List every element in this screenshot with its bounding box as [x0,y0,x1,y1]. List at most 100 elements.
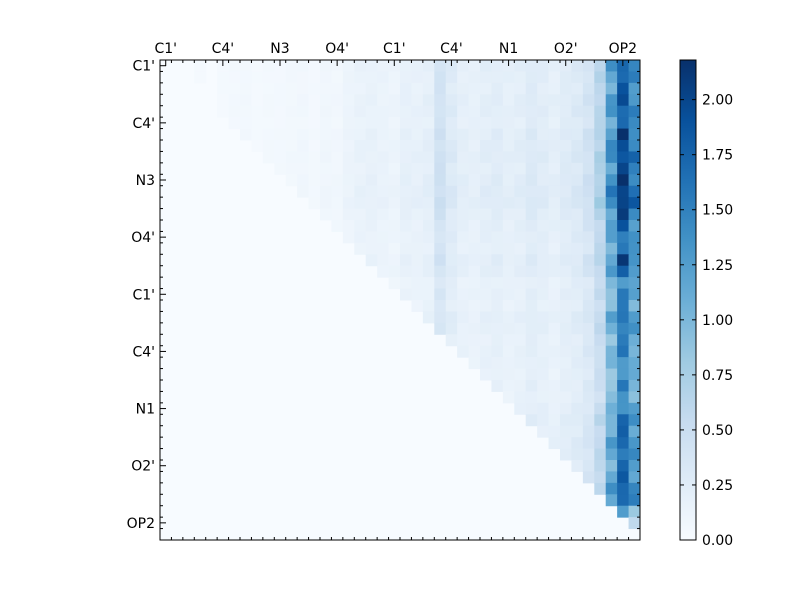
heatmap-cell [388,265,401,278]
heatmap-cell [571,242,584,255]
heatmap-cell [514,265,527,278]
heatmap-cell [548,311,561,324]
heatmap-cell [365,231,378,244]
heatmap-cell [411,242,424,255]
heatmap-cell [445,105,458,118]
heatmap-cell [434,288,447,301]
heatmap-cell [491,242,504,255]
heatmap-cell [594,140,607,152]
heatmap-cell [194,71,207,84]
heatmap-cell [605,334,618,347]
heatmap-cell [548,380,561,392]
heatmap-cell [457,220,470,232]
heatmap-cell [434,105,447,118]
heatmap-cell [457,254,470,267]
heatmap-cell [605,151,618,164]
heatmap-cell [605,311,618,324]
heatmap-cell [240,60,252,72]
heatmap-cell [468,357,481,370]
heatmap-cell [502,117,515,130]
heatmap-cell [285,60,298,72]
heatmap-cell [514,151,527,164]
heatmap-cell [422,94,435,107]
heatmap-cell [571,380,584,392]
heatmap-cell [228,117,241,130]
heatmap-cell [537,277,550,290]
heatmap-cell [514,242,527,255]
heatmap-cell [388,174,401,187]
heatmap-cell [628,425,641,438]
heatmap-cell [480,140,492,152]
heatmap-cell [537,71,550,84]
heatmap-cell [491,71,504,84]
heatmap-cell [514,288,527,301]
heatmap-cell [331,197,344,210]
heatmap-cell [297,162,310,175]
heatmap-cell [617,94,630,107]
heatmap-cell [388,162,401,175]
heatmap-cell [365,140,378,152]
heatmap-cell [514,277,527,290]
heatmap-cell [480,300,492,312]
heatmap-cell [400,162,412,175]
heatmap-cell [480,322,492,335]
heatmap-cell [537,345,550,358]
heatmap-cell [628,231,641,244]
heatmap-cell [365,60,378,72]
heatmap-cell [628,345,641,358]
heatmap-cell [468,208,481,221]
heatmap-cell [582,60,595,72]
heatmap-cell [468,254,481,267]
heatmap-cell [422,82,435,95]
heatmap-cell [377,140,390,152]
heatmap-cell [617,368,630,381]
heatmap-cell [491,140,504,152]
heatmap-cell [628,82,641,95]
heatmap-cell [342,71,355,84]
heatmap-cell [422,105,435,118]
heatmap-cell [628,277,641,290]
heatmap-cell [594,128,607,141]
heatmap-cell [411,197,424,210]
heatmap-cell [422,197,435,210]
heatmap-cell [457,265,470,278]
heatmap-cell [457,311,470,324]
heatmap-cell [560,300,572,312]
heatmap-cell [422,277,435,290]
heatmap-cell [582,471,595,484]
heatmap-cell [445,277,458,290]
heatmap-cell [502,391,515,404]
heatmap-cell [240,117,252,130]
heatmap-cell [480,311,492,324]
heatmap-cell [457,174,470,187]
heatmap-cell [605,425,618,438]
heatmap-cell [468,300,481,312]
heatmap-cell [411,140,424,152]
heatmap-cell [605,60,618,72]
heatmap-cell [388,128,401,141]
heatmap-cell [331,174,344,187]
heatmap-cell [274,71,287,84]
heatmap-cell [548,414,561,427]
heatmap-cell [571,345,584,358]
heatmap-cell [628,197,641,210]
heatmap-cell [377,105,390,118]
heatmap-cell [491,322,504,335]
heatmap-cell [480,368,492,381]
heatmap-cell [285,140,298,152]
heatmap-cell [537,220,550,232]
heatmap-cell [548,300,561,312]
heatmap-cell [537,208,550,221]
heatmap-cell [537,128,550,141]
heatmap-cell [605,220,618,232]
heatmap-cell [491,94,504,107]
heatmap-cell [342,117,355,130]
heatmap-cell [594,482,607,495]
heatmap-cell [274,105,287,118]
heatmap-cell [605,437,618,450]
heatmap-cell [628,151,641,164]
heatmap-cell [480,60,492,72]
heatmap-cell [525,174,538,187]
heatmap-cell [537,288,550,301]
heatmap-cell [617,185,630,198]
